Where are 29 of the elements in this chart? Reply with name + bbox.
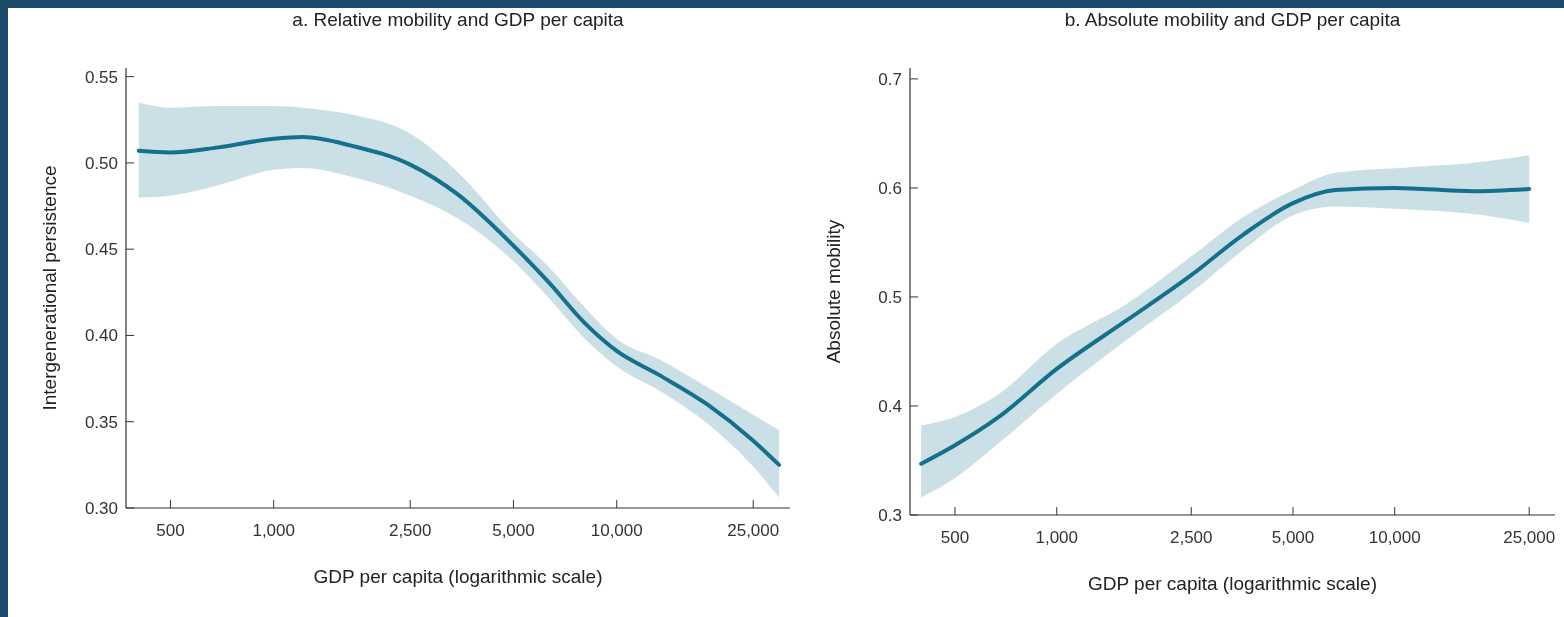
y-tick-label: 0.55 [84,67,118,87]
x-tick-label: 5,000 [492,521,535,540]
y-tick-label: 0.50 [84,153,118,173]
y-tick-label: 0.40 [84,326,118,346]
x-tick-label: 25,000 [727,521,780,540]
y-tick-label: 0.45 [84,240,118,260]
y-axis-title: Absolute mobility [823,219,844,364]
x-tick-label: 5,000 [1271,528,1315,547]
y-tick-label: 0.6 [878,178,902,198]
x-tick-label: 10,000 [1368,528,1421,547]
y-tick-label: 0.5 [878,287,902,307]
x-tick-label: 2,500 [388,521,432,540]
x-tick-label: 500 [156,521,185,540]
chart-title: a. Relative mobility and GDP per capita [292,9,625,30]
x-tick-label: 10,000 [590,521,643,540]
x-tick-label: 25,000 [1503,528,1556,547]
y-tick-label: 0.4 [878,396,902,416]
x-tick-label: 1,000 [252,521,295,540]
y-axis-title: Intergenerational persistence [39,165,60,411]
y-tick-label: 0.35 [84,412,118,432]
y-tick-label: 0.30 [84,499,118,518]
y-tick-label: 0.3 [878,506,902,525]
y-tick-label: 0.7 [878,69,902,89]
x-tick-label: 1,000 [1035,528,1079,547]
x-axis-title: GDP per capita (logarithmic scale) [313,566,603,587]
x-tick-label: 2,500 [1169,528,1213,547]
x-axis-title: GDP per capita (logarithmic scale) [1088,573,1377,594]
x-tick-label: 500 [940,528,970,547]
chart-title: b. Absolute mobility and GDP per capita [1064,9,1401,30]
